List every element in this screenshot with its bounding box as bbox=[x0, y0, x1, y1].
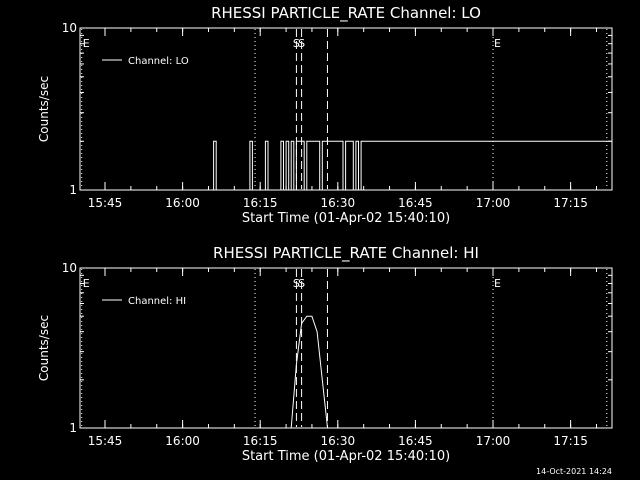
y-axis-label: Counts/sec bbox=[37, 76, 51, 142]
x-axis-label: Start Time (01-Apr-02 15:40:10) bbox=[242, 449, 450, 464]
x-tick-label: 15:45 bbox=[88, 434, 123, 448]
x-tick-label: 16:30 bbox=[321, 434, 356, 448]
y-tick-label: 1 bbox=[69, 183, 77, 197]
x-axis-label: Start Time (01-Apr-02 15:40:10) bbox=[242, 211, 450, 226]
y-axis-label: Counts/sec bbox=[37, 315, 51, 381]
series-line bbox=[80, 315, 612, 429]
panel-lo-channel: RHESSI PARTICLE_RATE Channel: LO 1 10 15:45… bbox=[37, 4, 613, 226]
x-tick-label: 17:00 bbox=[476, 196, 511, 210]
x-tick-label: 17:15 bbox=[553, 196, 588, 210]
x-tick-label: 15:45 bbox=[88, 196, 123, 210]
eclipse-marker-label: E bbox=[83, 277, 90, 290]
generation-timestamp: 14-Oct-2021 14:24 bbox=[536, 467, 612, 476]
y-tick-label: 1 bbox=[69, 421, 77, 435]
eclipse-marker-label: E bbox=[494, 277, 501, 290]
panel-hi-channel: RHESSI PARTICLE_RATE Channel: HI 1 10 15:45… bbox=[37, 244, 613, 464]
x-tick-label: 16:45 bbox=[398, 196, 433, 210]
flare-marker-label: S bbox=[298, 277, 305, 290]
eclipse-marker-label: E bbox=[494, 37, 501, 50]
x-tick-label: 16:15 bbox=[243, 434, 278, 448]
flare-marker-label: S bbox=[298, 37, 305, 50]
chart-title: RHESSI PARTICLE_RATE Channel: HI bbox=[213, 244, 479, 263]
y-tick-label: 10 bbox=[62, 261, 77, 275]
legend-label: Channel: LO bbox=[128, 56, 189, 67]
x-tick-label: 17:15 bbox=[553, 434, 588, 448]
flare-marker-label: S bbox=[293, 277, 300, 290]
y-tick-label: 10 bbox=[62, 21, 77, 35]
x-tick-label: 16:30 bbox=[321, 196, 356, 210]
x-tick-label: 16:45 bbox=[398, 434, 433, 448]
eclipse-marker-label: E bbox=[83, 37, 90, 50]
x-tick-label: 17:00 bbox=[476, 434, 511, 448]
chart-title: RHESSI PARTICLE_RATE Channel: LO bbox=[211, 4, 481, 23]
x-tick-label: 16:00 bbox=[165, 434, 200, 448]
series-line bbox=[80, 140, 612, 191]
x-tick-label: 16:00 bbox=[165, 196, 200, 210]
legend-label: Channel: HI bbox=[128, 296, 186, 307]
flare-marker-label: S bbox=[293, 37, 300, 50]
x-tick-label: 16:15 bbox=[243, 196, 278, 210]
